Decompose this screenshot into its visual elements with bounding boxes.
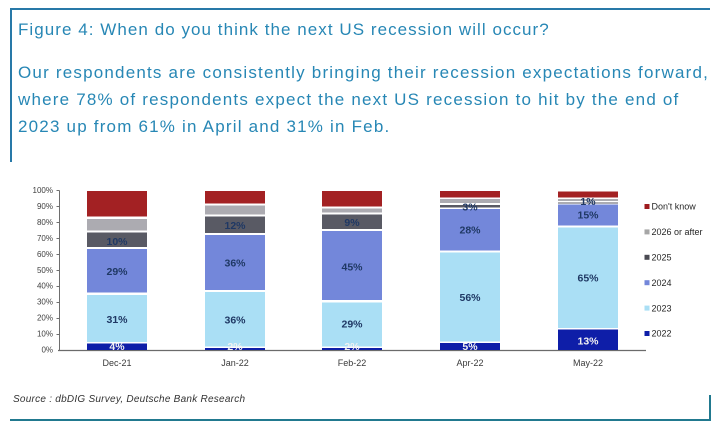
svg-text:Jan-22: Jan-22	[221, 358, 249, 368]
svg-text:29%: 29%	[341, 319, 363, 331]
svg-text:45%: 45%	[341, 262, 363, 274]
svg-text:2026 or after: 2026 or after	[652, 227, 703, 237]
svg-text:2024: 2024	[652, 278, 672, 288]
svg-text:2%: 2%	[227, 341, 243, 353]
svg-text:Don't know: Don't know	[652, 202, 697, 212]
svg-text:1%: 1%	[580, 196, 596, 208]
svg-text:80%: 80%	[37, 218, 53, 227]
svg-text:13%: 13%	[577, 336, 599, 348]
svg-text:70%: 70%	[37, 234, 53, 243]
svg-text:Feb-22: Feb-22	[338, 358, 367, 368]
svg-text:9%: 9%	[344, 217, 360, 229]
svg-text:2%: 2%	[344, 341, 360, 353]
svg-text:0%: 0%	[41, 346, 53, 355]
svg-text:50%: 50%	[37, 266, 53, 275]
svg-text:4%: 4%	[109, 341, 125, 353]
svg-text:28%: 28%	[459, 225, 481, 237]
svg-text:2022: 2022	[652, 329, 672, 339]
svg-text:10%: 10%	[106, 236, 128, 248]
svg-text:65%: 65%	[577, 273, 599, 285]
svg-text:90%: 90%	[37, 202, 53, 211]
svg-text:Dec-21: Dec-21	[102, 358, 131, 368]
svg-text:20%: 20%	[37, 314, 53, 323]
svg-text:10%: 10%	[37, 330, 53, 339]
svg-text:Apr-22: Apr-22	[456, 358, 483, 368]
svg-text:12%: 12%	[224, 220, 246, 232]
svg-text:May-22: May-22	[573, 358, 603, 368]
svg-text:29%: 29%	[106, 266, 128, 278]
svg-text:2025: 2025	[652, 253, 672, 263]
svg-text:40%: 40%	[37, 282, 53, 291]
svg-text:5%: 5%	[462, 341, 478, 353]
svg-text:36%: 36%	[224, 258, 246, 270]
svg-text:30%: 30%	[37, 298, 53, 307]
svg-text:60%: 60%	[37, 250, 53, 259]
svg-text:36%: 36%	[224, 315, 246, 327]
svg-text:100%: 100%	[33, 186, 53, 195]
svg-text:31%: 31%	[106, 314, 128, 326]
svg-text:3%: 3%	[462, 202, 478, 214]
svg-text:15%: 15%	[577, 210, 599, 222]
svg-text:56%: 56%	[459, 292, 481, 304]
svg-text:2023: 2023	[652, 303, 672, 313]
